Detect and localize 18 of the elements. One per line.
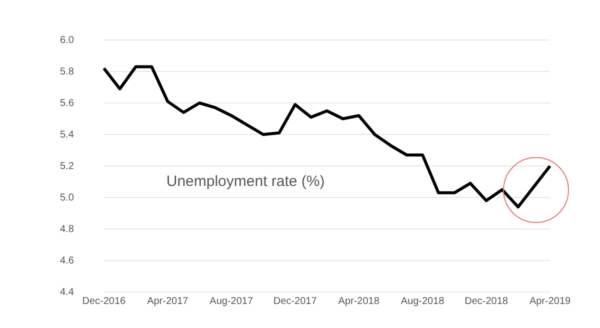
y-tick-label: 5.2 <box>60 160 74 172</box>
y-tick-label: 5.6 <box>60 98 74 109</box>
x-tick-label: Apr-2018 <box>338 296 380 307</box>
annotation: Unemployment rate (%) <box>166 172 325 190</box>
x-tick-label: Dec-2016 <box>82 296 126 307</box>
y-tick-label: 4.6 <box>60 255 74 266</box>
x-tick-label: Aug-2017 <box>210 296 254 307</box>
y-tick-label: 5.4 <box>60 129 74 140</box>
y-tick-label: 6.0 <box>60 34 74 46</box>
x-tick-label: Dec-2017 <box>273 296 318 307</box>
x-tick-label: Dec-2018 <box>464 296 508 307</box>
x-tick-label: Aug-2018 <box>400 296 445 307</box>
x-tick-label: Apr-2017 <box>147 296 189 307</box>
y-tick-label: 5.0 <box>60 192 74 204</box>
x-tick-label: Apr-2019 <box>529 296 572 307</box>
y-tick-label: 4.8 <box>60 224 74 235</box>
y-tick-label: 5.8 <box>60 66 74 78</box>
y-tick-label: 4.4 <box>60 286 74 298</box>
